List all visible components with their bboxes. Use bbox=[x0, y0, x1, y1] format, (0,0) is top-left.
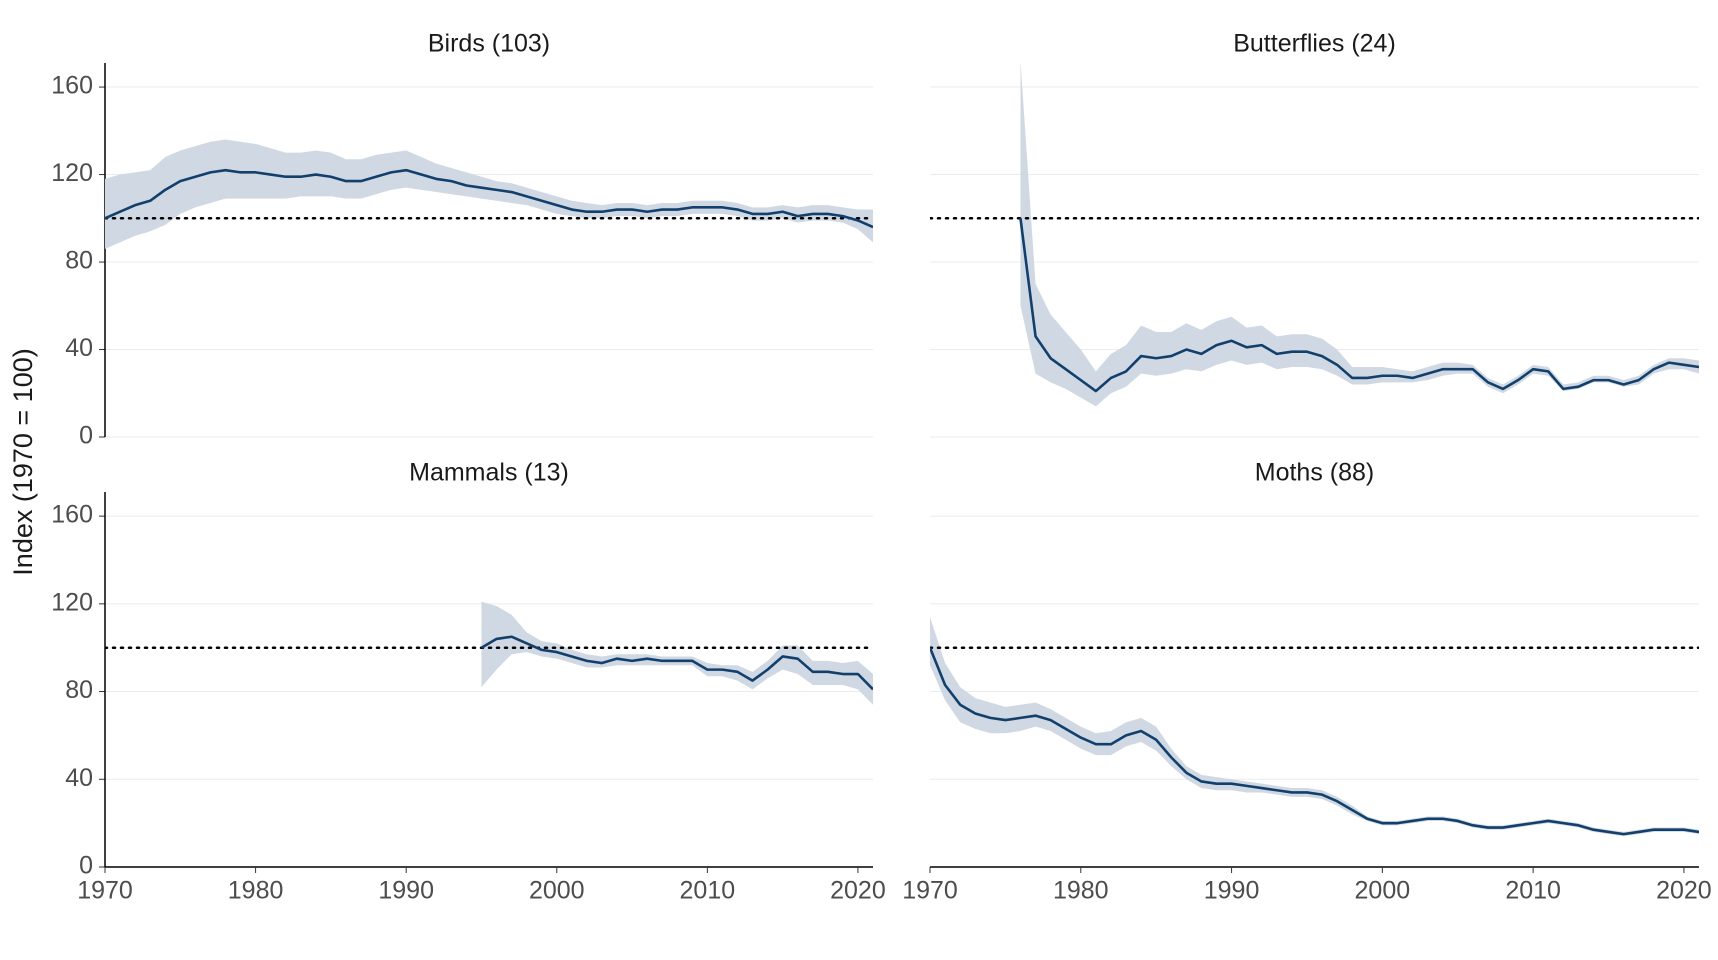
y-tick-label: 40 bbox=[65, 334, 93, 362]
plot-area bbox=[930, 617, 1699, 837]
plot-area bbox=[105, 139, 873, 249]
index-line bbox=[930, 647, 1699, 836]
x-tick-label: 1980 bbox=[228, 877, 284, 905]
x-tick-label: 2010 bbox=[1505, 877, 1561, 905]
y-tick-label: 0 bbox=[79, 422, 93, 450]
x-tick-label: 1990 bbox=[1204, 877, 1260, 905]
confidence-band bbox=[1020, 63, 1699, 407]
panel-title: Birds (103) bbox=[428, 30, 550, 58]
x-tick-label: 2000 bbox=[1355, 877, 1411, 905]
panel-title: Butterflies (24) bbox=[1233, 30, 1396, 58]
x-tick-label: 2010 bbox=[680, 877, 736, 905]
index-line bbox=[480, 635, 873, 691]
x-tick-label: 2020 bbox=[830, 877, 886, 905]
y-tick-label: 80 bbox=[65, 247, 93, 275]
x-tick-label: 2000 bbox=[529, 877, 585, 905]
index-line bbox=[1019, 218, 1699, 393]
panel-title: Mammals (13) bbox=[409, 459, 569, 487]
y-tick-label: 120 bbox=[51, 159, 93, 187]
x-tick-label: 1980 bbox=[1053, 877, 1109, 905]
x-tick-label: 2020 bbox=[1656, 877, 1712, 905]
confidence-band bbox=[930, 617, 1699, 837]
plot-area bbox=[930, 63, 1699, 407]
y-tick-label: 160 bbox=[51, 501, 93, 529]
confidence-band bbox=[481, 601, 873, 705]
panel-title: Moths (88) bbox=[1255, 459, 1374, 487]
x-tick-label: 1990 bbox=[378, 877, 434, 905]
y-tick-label: 40 bbox=[65, 764, 93, 792]
y-tick-label: 120 bbox=[51, 588, 93, 616]
y-tick-label: 160 bbox=[51, 72, 93, 100]
index-line bbox=[105, 168, 873, 229]
x-tick-label: 1970 bbox=[77, 877, 133, 905]
y-tick-label: 0 bbox=[79, 852, 93, 880]
x-tick-label: 1970 bbox=[902, 877, 958, 905]
plot-area bbox=[105, 601, 873, 705]
y-axis-label: Index (1970 = 100) bbox=[8, 348, 38, 575]
y-tick-label: 80 bbox=[65, 676, 93, 704]
confidence-band bbox=[105, 139, 873, 249]
